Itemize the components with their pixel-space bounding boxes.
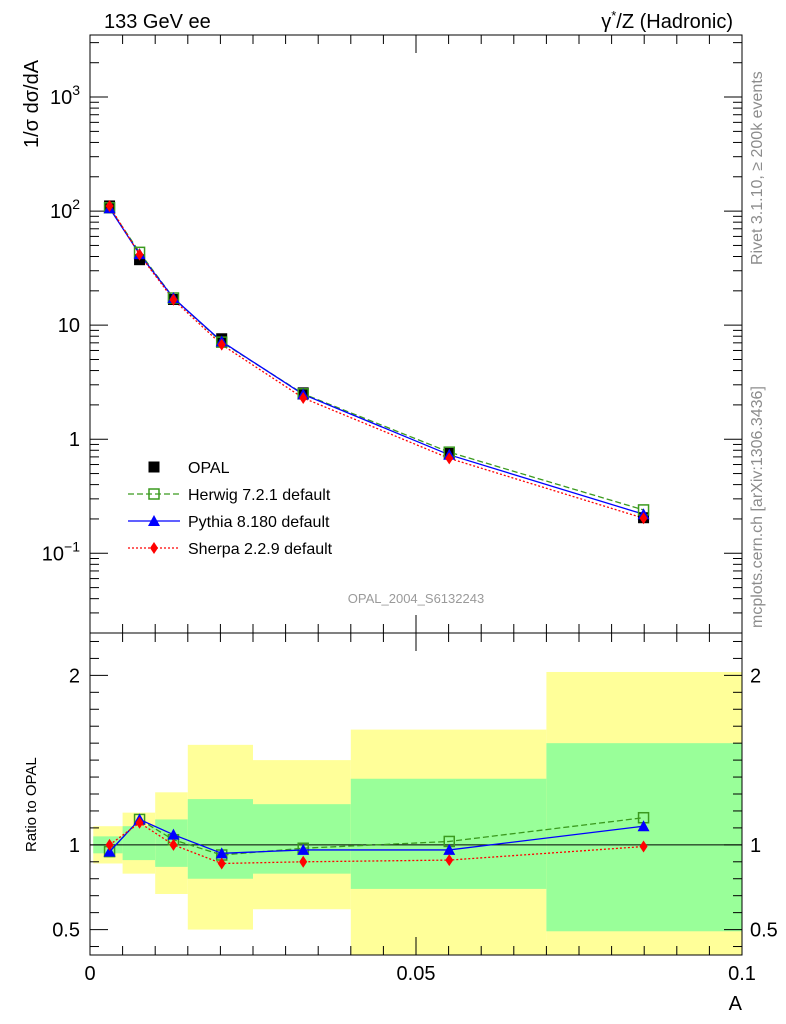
main-ytick-base: 10	[50, 87, 72, 109]
main-ytick-base: 10	[42, 543, 64, 565]
main-ytick-label: 103	[50, 82, 80, 109]
legend-marker	[148, 461, 160, 473]
header-right-star: *	[611, 8, 616, 23]
ratio-point-2	[135, 816, 144, 829]
ratio-ytick-label-right: 2	[750, 665, 761, 687]
main-ytick-exponent: 2	[72, 196, 80, 212]
ratio-point-2	[169, 838, 178, 851]
ratio-point-1	[167, 828, 180, 840]
main-ytick-base: 1	[69, 429, 80, 451]
main-point-3	[135, 248, 144, 261]
header-right: γ*/Z (Hadronic)	[601, 8, 733, 33]
legend-label: Herwig 7.2.1 default	[188, 487, 331, 504]
ratio-ytick-label-right: 1	[750, 835, 761, 857]
ratio-point-2	[445, 854, 454, 867]
main-ytick-exponent: 3	[72, 82, 80, 98]
main-ytick-label: 102	[50, 196, 80, 223]
ratio-point-1	[103, 845, 116, 857]
ratio-point-1	[297, 843, 310, 855]
legend-label: OPAL	[188, 460, 230, 477]
band-inner-1	[122, 826, 156, 861]
band-inner-5	[350, 778, 547, 889]
rivet-label: Rivet 3.1.10, ≥ 200k events	[749, 71, 766, 265]
legend-marker	[148, 488, 160, 500]
main-point-3	[299, 391, 308, 404]
legend-label: Pythia 8.180 default	[188, 514, 330, 531]
ratio-point-1	[443, 843, 456, 855]
legend-marker	[148, 515, 160, 526]
ratio-point-1	[637, 820, 650, 832]
main-ytick-base: 10	[58, 315, 80, 337]
main-ytick-base: 10	[50, 201, 72, 223]
ratio-point-2	[299, 855, 308, 868]
main-point-3	[217, 338, 226, 351]
legend: OPAL Herwig 7.2.1 default Pythia 8.180 def…	[128, 460, 333, 558]
main-ytick-label: 1	[69, 429, 80, 451]
main-point-3	[445, 452, 454, 465]
main-ytick-exponent: −1	[64, 538, 80, 554]
ratio-ylabel: Ratio to OPAL	[23, 757, 40, 852]
x-axis-label: A	[729, 993, 743, 1015]
header-left: 133 GeV ee	[104, 11, 211, 33]
ratio-ytick-label-left: 0.5	[52, 920, 80, 942]
ratio-point-2	[217, 857, 226, 870]
ratio-ytick-label-right: 0.5	[750, 920, 778, 942]
analysis-watermark: OPAL_2004_S6132243	[348, 591, 484, 606]
header-right-gamma: γ	[601, 11, 611, 33]
ratio-series-group	[103, 811, 650, 870]
ratio-line-0	[109, 817, 644, 856]
x-tick-label: 0	[84, 963, 95, 985]
main-ytick-label: 10	[58, 315, 80, 337]
main-point-3	[105, 199, 114, 212]
mcplots-label: mcplots.cern.ch [arXiv:1306.3436]	[749, 386, 766, 628]
main-ylabel: 1/σ dσ/dA	[21, 59, 43, 148]
ratio-point-2	[105, 838, 114, 851]
legend-marker	[150, 542, 158, 554]
band-inner-6	[546, 743, 742, 932]
main-point-3	[639, 512, 648, 525]
ratio-point-1	[215, 847, 228, 859]
ratio-ytick-label-left: 2	[69, 665, 80, 687]
main-series-group	[103, 199, 650, 525]
ratio-point-2	[639, 840, 648, 853]
ratio-uncertainty-bands	[93, 671, 742, 955]
main-ytick-label: 10−1	[42, 538, 80, 565]
ratio-ytick-label-left: 1	[69, 835, 80, 857]
header-right-suffix: /Z (Hadronic)	[616, 11, 733, 33]
main-point-3	[169, 293, 178, 306]
x-tick-label: 0.05	[397, 963, 436, 985]
x-tick-label: 0.1	[728, 963, 756, 985]
legend-label: Sherpa 2.2.9 default	[188, 541, 333, 558]
